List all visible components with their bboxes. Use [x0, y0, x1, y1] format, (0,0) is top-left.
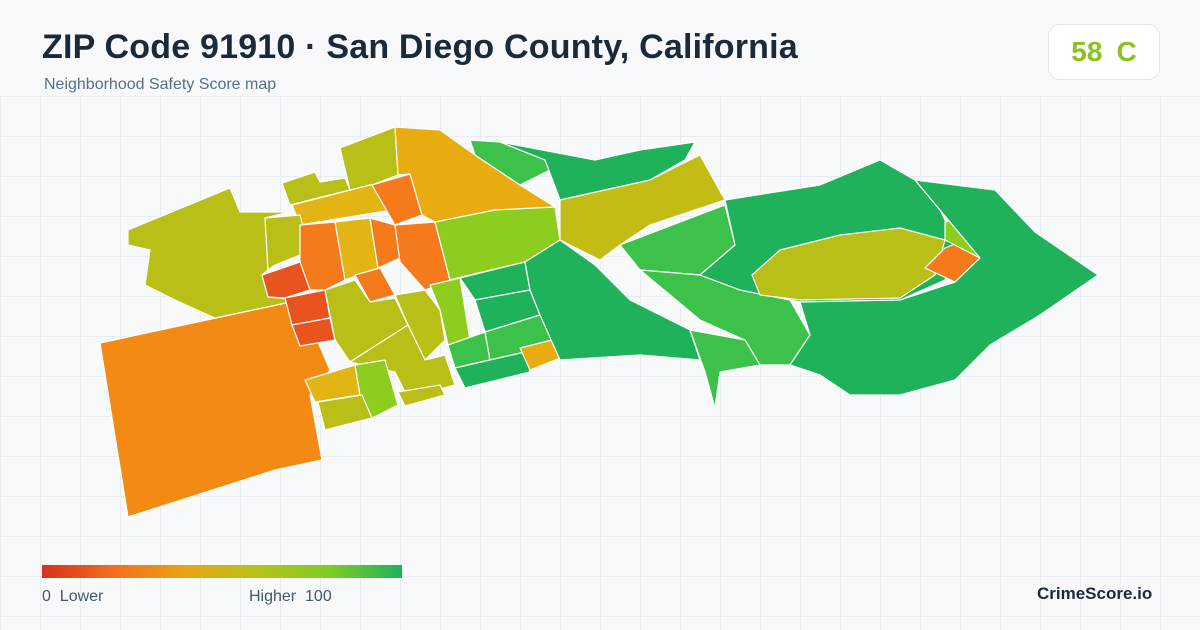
map-region[interactable]: [261, 261, 311, 299]
page-subtitle: Neighborhood Safety Score map: [44, 76, 277, 93]
map-region[interactable]: [397, 384, 446, 407]
map-region[interactable]: [454, 351, 531, 389]
map-region[interactable]: [499, 141, 696, 201]
brand-logo[interactable]: CrimeScore.io: [1037, 584, 1153, 603]
map-region[interactable]: [317, 394, 373, 431]
map-region[interactable]: [789, 179, 1099, 396]
score-badge: 58 C: [1048, 24, 1160, 80]
legend-high-label: Higher 100: [249, 588, 332, 605]
header: ZIP Code 91910 · San Diego County, Calif…: [0, 0, 1200, 96]
score-value: 58: [1071, 36, 1103, 67]
legend-gradient-bar: [42, 565, 402, 578]
map-region[interactable]: [339, 126, 399, 191]
legend-low-label: 0 Lower: [42, 588, 104, 605]
map-region[interactable]: [281, 171, 351, 206]
page-title: ZIP Code 91910 · San Diego County, Calif…: [42, 28, 798, 66]
score-grade: C: [1116, 36, 1137, 67]
map-region[interactable]: [524, 239, 701, 361]
map-region[interactable]: [559, 154, 726, 261]
map-region[interactable]: [689, 329, 761, 409]
